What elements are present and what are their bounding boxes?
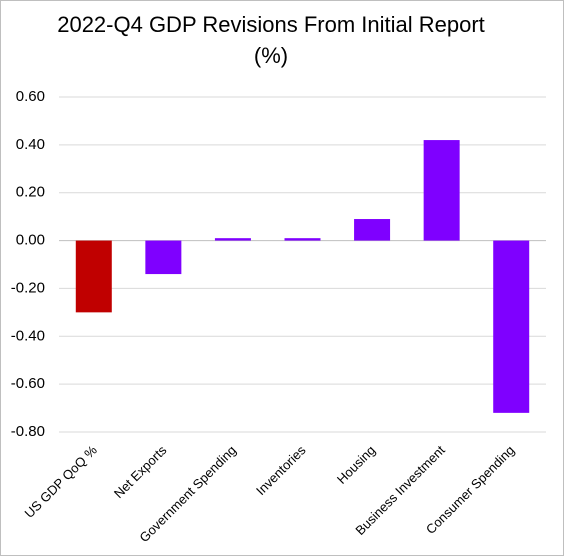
bar-inventories: [284, 238, 321, 241]
y-tick-label: -0.80: [11, 423, 45, 440]
x-tick-label: Inventories: [253, 442, 309, 498]
x-tick-label: Net Exports: [111, 442, 170, 501]
y-tick-label: -0.20: [11, 279, 45, 296]
bar-consumer-spending: [493, 240, 530, 413]
bar-us-gdp-qoq: [75, 240, 112, 313]
y-tick-label: 0.60: [16, 88, 45, 105]
bar-government-spending: [214, 238, 251, 241]
y-tick-label: 0.40: [16, 136, 45, 153]
bar-housing: [354, 219, 391, 241]
x-tick-label: Housing: [334, 443, 378, 487]
chart-title-line-2: (%): [253, 43, 289, 68]
chart-title-line-1: 2022-Q4 GDP Revisions From Initial Repor…: [57, 12, 485, 37]
y-tick-label: 0.20: [16, 184, 45, 201]
x-tick-label: US GDP QoQ %: [22, 442, 101, 521]
y-tick-label: 0.00: [16, 232, 45, 249]
y-tick-label: -0.60: [11, 375, 45, 392]
y-tick-label: -0.40: [11, 327, 45, 344]
bar-net-exports: [145, 240, 182, 275]
chart-title: 2022-Q4 GDP Revisions From Initial Repor…: [1, 9, 541, 71]
bar-business-investment: [423, 140, 460, 241]
